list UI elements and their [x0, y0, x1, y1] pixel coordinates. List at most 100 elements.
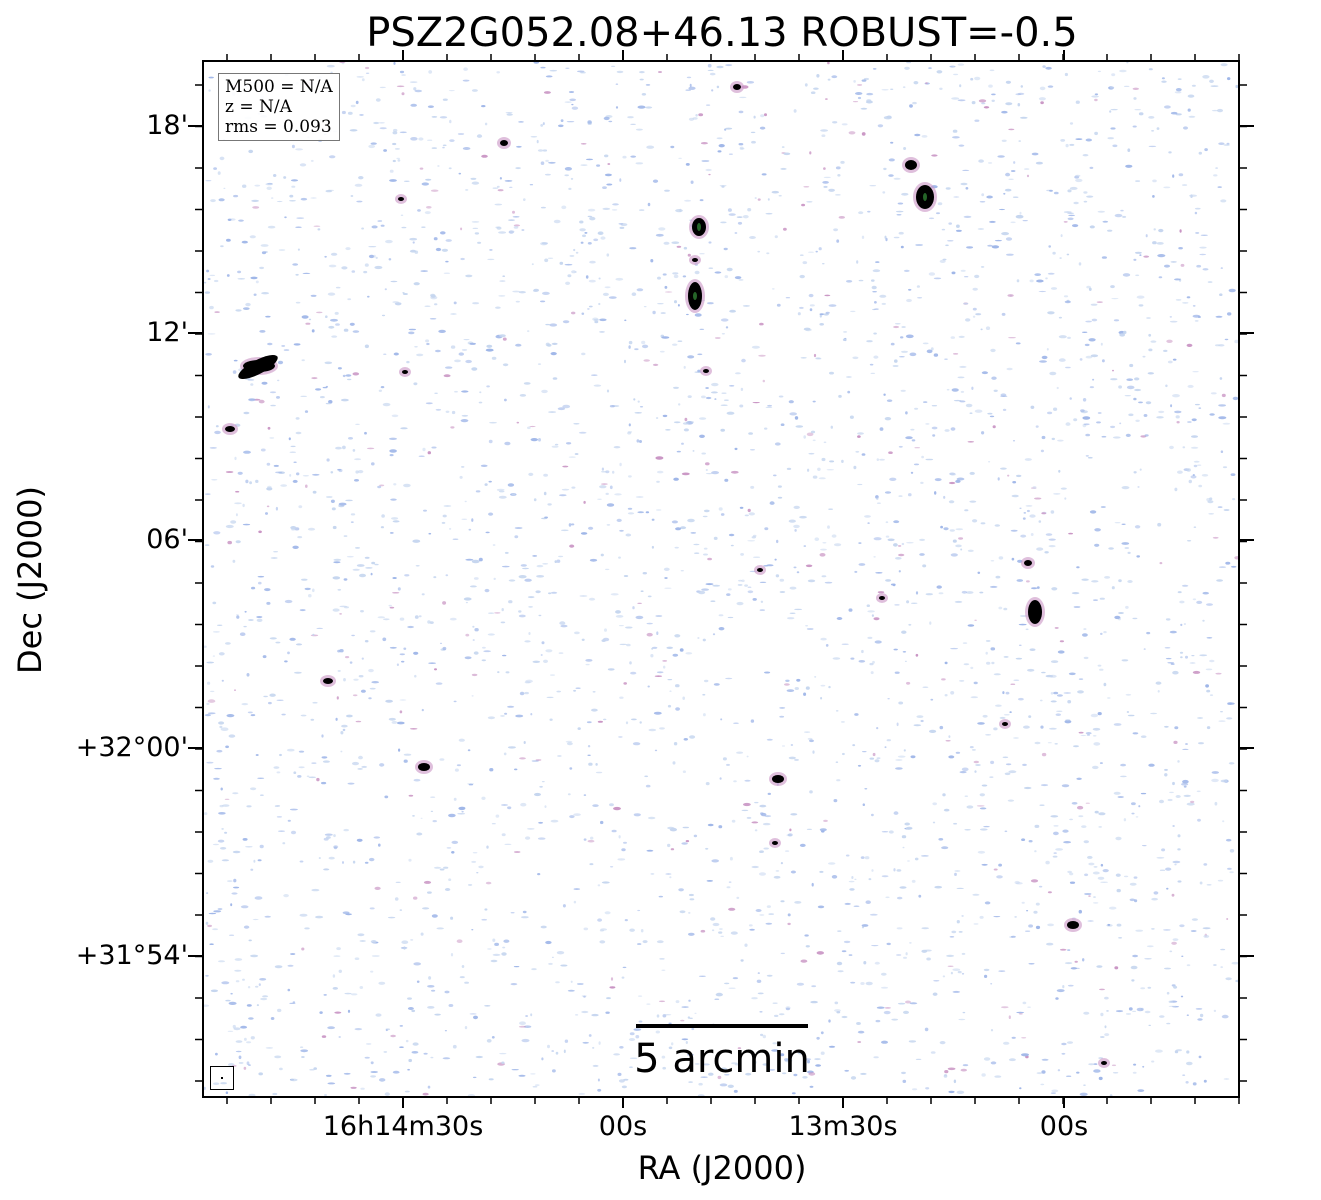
noise-speck	[341, 398, 349, 402]
noise-speck	[1172, 781, 1175, 786]
noise-speck	[297, 536, 303, 539]
noise-speck	[714, 998, 720, 1000]
noise-speck	[349, 322, 355, 326]
noise-speck	[275, 641, 281, 644]
noise-speck	[689, 1017, 693, 1019]
noise-speck	[359, 986, 364, 989]
noise-speck	[1008, 128, 1015, 131]
noise-speck	[414, 674, 417, 678]
noise-speck	[702, 515, 708, 518]
noise-speck	[319, 1011, 323, 1014]
noise-speck	[458, 738, 465, 742]
noise-speck	[997, 155, 1005, 158]
noise-speck	[563, 1049, 566, 1054]
noise-speck	[498, 490, 505, 493]
noise-speck	[843, 331, 848, 333]
noise-speck	[512, 216, 520, 218]
noise-speck	[963, 663, 970, 666]
noise-speck	[228, 734, 236, 738]
noise-speck	[874, 961, 880, 965]
noise-speck	[348, 437, 353, 440]
noise-speck	[646, 1003, 651, 1005]
noise-speck	[280, 484, 287, 487]
noise-speck	[881, 972, 887, 976]
noise-speck	[222, 804, 230, 807]
noise-speck	[305, 484, 308, 488]
noise-speck	[759, 804, 767, 808]
noise-speck	[905, 436, 913, 440]
noise-speck	[1159, 799, 1164, 804]
noise-speck	[294, 671, 302, 674]
noise-speck	[232, 559, 236, 563]
noise-speck	[814, 537, 820, 541]
noise-speck	[425, 339, 430, 343]
noise-speck	[1092, 727, 1101, 731]
noise-speck	[407, 997, 412, 1000]
plot-title: PSZ2G052.08+46.13 ROBUST=-0.5	[366, 10, 1078, 56]
noise-speck	[725, 64, 733, 67]
noise-speck	[601, 483, 608, 485]
noise-speck	[391, 517, 399, 520]
noise-speck	[681, 472, 690, 476]
noise-speck	[343, 678, 346, 682]
noise-speck	[780, 862, 784, 865]
noise-speck	[1082, 416, 1091, 420]
noise-speck	[333, 561, 341, 564]
noise-speck	[1100, 863, 1104, 867]
noise-speck	[780, 900, 785, 903]
noise-speck	[523, 741, 526, 744]
noise-speck	[424, 211, 431, 215]
noise-speck	[392, 1070, 400, 1074]
noise-speck	[305, 322, 311, 325]
noise-speck	[332, 576, 341, 580]
noise-speck	[779, 715, 785, 718]
ytick-label: 12'	[146, 317, 188, 348]
noise-speck	[923, 401, 928, 403]
noise-speck	[1118, 579, 1122, 583]
radio-image-panel	[202, 60, 1240, 1098]
noise-speck	[898, 231, 904, 235]
noise-speck	[453, 700, 457, 703]
noise-speck	[597, 918, 602, 922]
noise-speck	[316, 777, 320, 782]
noise-speck	[519, 691, 525, 696]
noise-speck	[544, 258, 549, 263]
noise-speck	[633, 398, 636, 401]
noise-speck	[529, 425, 536, 428]
noise-speck	[906, 541, 914, 544]
noise-speck	[516, 421, 520, 424]
noise-speck	[823, 819, 828, 823]
noise-speck	[300, 1046, 304, 1048]
noise-speck	[847, 390, 851, 394]
noise-speck	[618, 835, 621, 839]
noise-speck	[473, 1015, 478, 1020]
noise-speck	[1002, 756, 1009, 759]
noise-speck	[727, 1084, 734, 1088]
noise-speck	[702, 693, 706, 696]
noise-speck	[1156, 416, 1164, 419]
noise-speck	[1082, 331, 1088, 333]
noise-speck	[724, 1074, 730, 1076]
ytick-label: +32°00'	[75, 732, 188, 763]
noise-speck	[609, 986, 616, 989]
noise-speck	[619, 529, 624, 532]
noise-speck	[864, 856, 870, 860]
noise-speck	[667, 679, 673, 681]
noise-speck	[1165, 657, 1172, 660]
noise-speck	[381, 514, 385, 518]
noise-speck	[748, 432, 753, 435]
noise-speck	[1134, 525, 1141, 529]
noise-speck	[354, 479, 359, 482]
noise-speck	[373, 836, 381, 839]
noise-speck	[983, 1057, 991, 1061]
noise-speck	[754, 197, 757, 199]
noise-speck	[742, 305, 751, 307]
noise-speck	[389, 437, 397, 440]
noise-speck	[883, 1010, 891, 1015]
noise-speck	[204, 1086, 206, 1090]
noise-speck	[1151, 928, 1155, 930]
noise-speck	[1106, 1010, 1109, 1012]
noise-speck	[336, 947, 341, 951]
noise-speck	[1047, 923, 1054, 927]
noise-speck	[1168, 1000, 1173, 1003]
